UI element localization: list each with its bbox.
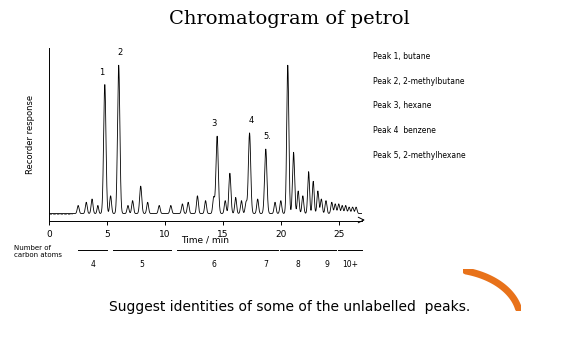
Text: Recorder response: Recorder response: [26, 95, 35, 174]
Text: 7: 7: [263, 260, 268, 269]
Text: 9: 9: [325, 260, 329, 269]
Text: 10+: 10+: [342, 260, 358, 269]
Text: 5.: 5.: [263, 132, 271, 141]
Text: 5: 5: [140, 260, 144, 269]
Text: 4: 4: [248, 116, 254, 125]
Text: Peak 1, butane: Peak 1, butane: [373, 52, 431, 61]
Text: Suggest identities of some of the unlabelled  peaks.: Suggest identities of some of the unlabe…: [109, 300, 470, 314]
Text: Peak 5, 2-methylhexane: Peak 5, 2-methylhexane: [373, 151, 466, 160]
Text: Peak 3, hexane: Peak 3, hexane: [373, 101, 432, 110]
Text: Time / min: Time / min: [182, 235, 229, 244]
Text: Chromatogram of petrol: Chromatogram of petrol: [169, 10, 410, 28]
Text: Peak 4  benzene: Peak 4 benzene: [373, 126, 437, 135]
Text: Peak 2, 2-methylbutane: Peak 2, 2-methylbutane: [373, 77, 465, 86]
Text: 6: 6: [212, 260, 217, 269]
Text: 3: 3: [211, 119, 217, 128]
Text: 2: 2: [118, 48, 123, 57]
Text: 1: 1: [99, 68, 105, 77]
Text: 8: 8: [296, 260, 301, 269]
Text: Number of
carbon atoms: Number of carbon atoms: [14, 245, 63, 258]
Text: 4: 4: [90, 260, 95, 269]
